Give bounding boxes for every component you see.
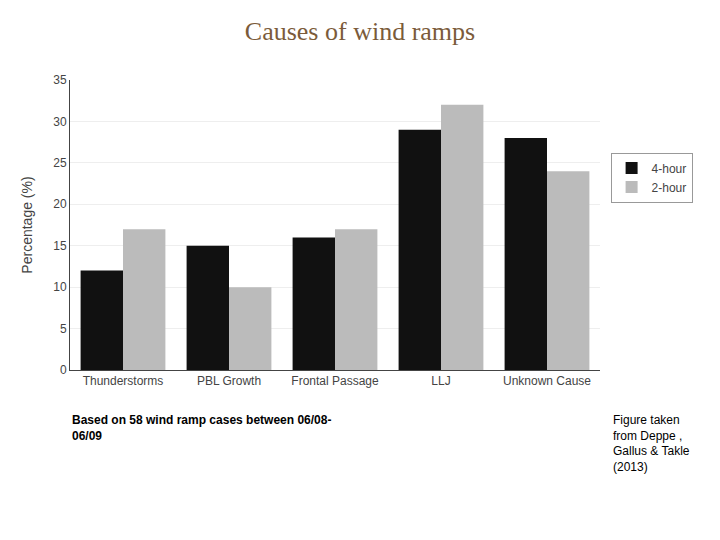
- svg-text:Thunderstorms: Thunderstorms: [83, 374, 164, 388]
- svg-text:35: 35: [53, 73, 67, 87]
- svg-text:4-hour: 4-hour: [652, 162, 687, 176]
- svg-text:20: 20: [53, 197, 67, 211]
- svg-text:Causes of wind ramps: Causes of wind ramps: [245, 17, 475, 46]
- svg-text:Based on 58 wind ramp cases be: Based on 58 wind ramp cases between 06/0…: [72, 413, 331, 443]
- svg-text:2-hour: 2-hour: [652, 181, 687, 195]
- svg-text:Figure takenfrom Deppe ,Gallus: Figure takenfrom Deppe ,Gallus & Takle(2…: [613, 413, 690, 474]
- svg-text:Percentage (%): Percentage (%): [19, 176, 35, 273]
- svg-text:Unknown Cause: Unknown Cause: [503, 374, 591, 388]
- svg-text:25: 25: [53, 156, 67, 170]
- svg-text:30: 30: [53, 115, 67, 129]
- svg-text:LLJ: LLJ: [431, 374, 450, 388]
- svg-text:15: 15: [53, 239, 67, 253]
- svg-text:Frontal Passage: Frontal Passage: [291, 374, 379, 388]
- svg-text:10: 10: [53, 280, 67, 294]
- svg-text:5: 5: [60, 322, 67, 336]
- svg-text:0: 0: [60, 363, 67, 377]
- svg-text:PBL Growth: PBL Growth: [197, 374, 261, 388]
